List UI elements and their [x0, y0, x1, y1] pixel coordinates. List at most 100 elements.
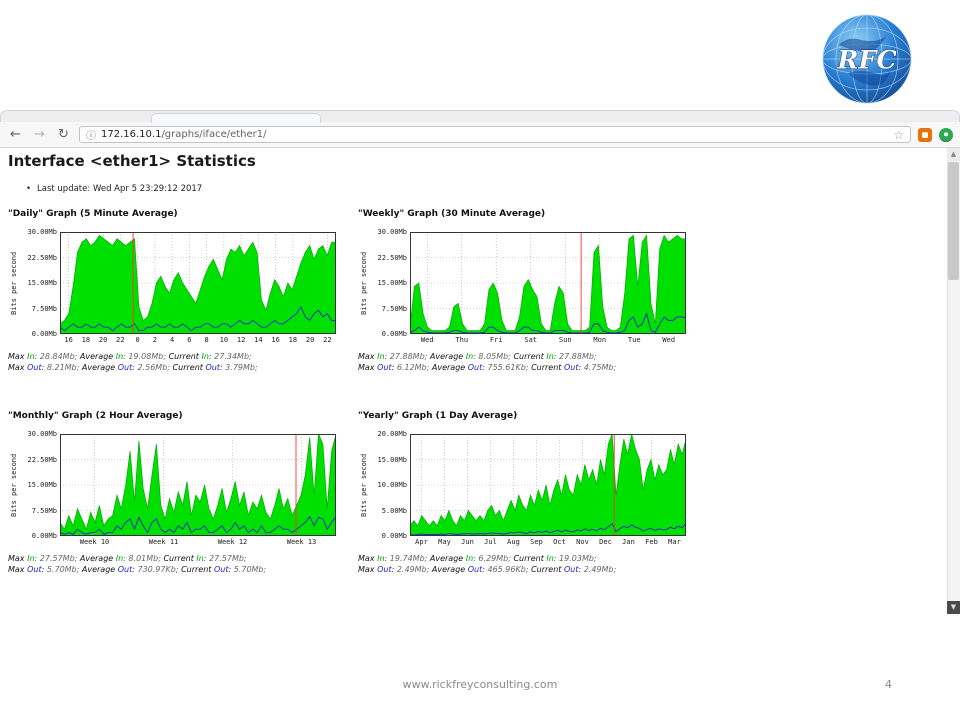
x-tick-label: 0 — [135, 336, 140, 344]
stats-line: Max In: 27.88Mb; Average In: 8.05Mb; Cur… — [358, 352, 597, 361]
bookmark-star-icon[interactable]: ☆ — [893, 127, 904, 142]
refresh-button[interactable]: ↻ — [58, 127, 69, 142]
x-tick-label: May — [438, 538, 451, 546]
scroll-down-button[interactable]: ▼ — [947, 601, 960, 614]
y-tick-label: 30.00Mb — [27, 430, 57, 438]
browser-tab[interactable] — [151, 113, 321, 123]
x-tick-label: Week 10 — [79, 538, 110, 546]
x-tick-label: Jul — [484, 538, 497, 546]
plot-area-wrap: Apr May Jun Jul Aug Sep Oct Nov Dec Jan Feb Mar — [410, 434, 688, 548]
daily-graph-panel: "Daily" Graph (5 Minute Average) Bits pe… — [8, 209, 352, 373]
y-tick-label: 0.00Mb — [381, 330, 407, 338]
forward-button[interactable]: → — [34, 127, 45, 142]
y-tick-label: 20.00Mb — [377, 430, 407, 438]
x-tick-label: 16 — [64, 336, 73, 344]
x-tick-label: 8 — [204, 336, 209, 344]
stats-line: Max Out: 2.49Mb; Average Out: 465.96Kb; … — [358, 565, 617, 574]
y-axis-unit-label: Bits per second — [360, 453, 368, 517]
stats-line: Max In: 19.74Mb; Average In: 6.29Mb; Cur… — [358, 554, 597, 563]
page-info-icon[interactable]: ⓘ — [86, 131, 96, 142]
graph-row: Bits per second 30.00Mb 22.50Mb 15.00Mb 7.5… — [8, 430, 352, 548]
scrollbar-thumb[interactable] — [948, 162, 959, 280]
x-tick-label: 10 — [219, 336, 229, 344]
x-tick-label: Fri — [489, 336, 503, 344]
yearly-traffic-graph — [410, 434, 686, 536]
y-axis-unit-label: Bits per second — [360, 251, 368, 315]
graph-row: Bits per second 30.00Mb 22.50Mb 15.00Mb 7.5… — [358, 228, 702, 346]
graph-title: "Daily" Graph (5 Minute Average) — [8, 209, 178, 219]
y-axis-ticks: 20.00Mb 15.00Mb 10.00Mb 5.00Mb 0.00Mb — [370, 430, 410, 540]
graph-row: Bits per second 30.00Mb 22.50Mb 15.00Mb 7.5… — [8, 228, 352, 346]
browser-window: ← → ↻ ⓘ 172.16.10.1/graphs/iface/ether1/… — [0, 110, 960, 615]
y-tick-label: 10.00Mb — [377, 481, 407, 489]
x-tick-label: Week 11 — [148, 538, 179, 546]
x-tick-label: Sep — [530, 538, 543, 546]
bullet-dot: • — [26, 184, 32, 194]
url-path: /graphs/iface/ether1/ — [161, 129, 267, 140]
weekly-graph-panel: "Weekly" Graph (30 Minute Average) Bits … — [358, 209, 702, 373]
x-tick-label: Week 12 — [217, 538, 248, 546]
rfc-logo: RFC — [820, 12, 914, 106]
y-tick-label: 7.50Mb — [31, 506, 57, 515]
stats-line: Max Out: 8.21Mb; Average Out: 2.56Mb; Cu… — [8, 363, 258, 372]
monthly-graph-panel: "Monthly" Graph (2 Hour Average) Bits pe… — [8, 411, 352, 575]
stats-line: Max In: 28.84Mb; Average In: 19.08Mb; Cu… — [8, 352, 252, 361]
x-tick-label: 12 — [236, 336, 246, 344]
browser-tab-strip — [0, 110, 960, 123]
extension-icon-green[interactable] — [939, 127, 953, 142]
x-tick-label: Mon — [593, 336, 607, 344]
y-tick-label: 22.50Mb — [377, 253, 407, 262]
back-button[interactable]: ← — [10, 127, 21, 142]
x-tick-label: 20 — [305, 336, 315, 344]
y-tick-label: 0.00Mb — [381, 532, 407, 540]
graph-stats: Max In: 28.84Mb; Average In: 19.08Mb; Cu… — [8, 351, 352, 373]
x-tick-label: Apr — [415, 538, 428, 546]
plot-area-wrap: Wed Thu Fri Sat Sun Mon Tue Wed — [410, 232, 688, 346]
x-tick-label: Wed — [420, 336, 434, 344]
x-tick-label: Sat — [524, 336, 538, 344]
y-tick-label: 22.50Mb — [27, 455, 57, 464]
logo-text: RFC — [836, 44, 896, 74]
x-tick-label: 18 — [81, 336, 91, 344]
y-axis-ticks: 30.00Mb 22.50Mb 15.00Mb 7.50Mb 0.00Mb — [20, 430, 60, 540]
graph-title: "Monthly" Graph (2 Hour Average) — [8, 411, 183, 421]
globe-icon: RFC — [822, 14, 912, 104]
stats-line: Max Out: 6.12Mb; Average Out: 755.61Kb; … — [358, 363, 617, 372]
y-tick-label: 15.00Mb — [377, 455, 407, 464]
y-tick-label: 15.00Mb — [27, 279, 57, 287]
x-axis-labels: Apr May Jun Jul Aug Sep Oct Nov Dec Jan Feb Mar — [410, 536, 688, 548]
x-tick-label: 22 — [323, 336, 332, 344]
y-tick-label: 5.00Mb — [381, 506, 407, 515]
y-tick-label: 30.00Mb — [27, 228, 57, 236]
y-tick-label: 15.00Mb — [27, 481, 57, 489]
x-tick-label: Tue — [627, 336, 641, 344]
plot-area-wrap: 16 18 20 22 0 2 4 6 8 10 12 14 16 18 20 22 — [60, 232, 338, 346]
x-tick-label: Nov — [576, 538, 589, 546]
yearly-graph-panel: "Yearly" Graph (1 Day Average) Bits per … — [358, 411, 702, 575]
x-tick-label: Jan — [622, 538, 635, 546]
x-tick-label: 2 — [152, 336, 157, 344]
y-tick-label: 0.00Mb — [31, 532, 57, 540]
y-axis-unit-label: Bits per second — [10, 251, 18, 315]
graph-stats: Max In: 19.74Mb; Average In: 6.29Mb; Cur… — [358, 553, 702, 575]
x-tick-label: Thu — [455, 336, 469, 344]
x-tick-label: 20 — [98, 336, 108, 344]
x-tick-label: Wed — [662, 336, 676, 344]
extension-icon-orange[interactable] — [918, 127, 932, 142]
daily-traffic-graph — [60, 232, 336, 334]
weekly-traffic-graph — [410, 232, 686, 334]
graph-row: Bits per second 20.00Mb 15.00Mb 10.00Mb 5.0… — [358, 430, 702, 548]
x-tick-label: Oct — [553, 538, 566, 546]
address-bar[interactable]: ⓘ 172.16.10.1/graphs/iface/ether1/ ☆ — [79, 126, 911, 143]
x-tick-label: 6 — [187, 336, 192, 344]
x-axis-labels: 16 18 20 22 0 2 4 6 8 10 12 14 16 18 20 22 — [60, 334, 338, 346]
scroll-up-button[interactable]: ▲ — [947, 148, 960, 161]
x-tick-label: Feb — [645, 538, 658, 546]
x-tick-label: 18 — [288, 336, 298, 344]
scrollbar[interactable]: ▲ ▼ — [947, 148, 960, 614]
browser-viewport: Interface <ether1> Statistics • Last upda… — [0, 148, 960, 614]
last-update-text: Last update: Wed Apr 5 23:29:12 2017 — [37, 184, 203, 194]
x-tick-label: 16 — [271, 336, 280, 344]
graph-stats: Max In: 27.88Mb; Average In: 8.05Mb; Cur… — [358, 351, 702, 373]
stats-line: Max Out: 5.70Mb; Average Out: 730.97Kb; … — [8, 565, 267, 574]
